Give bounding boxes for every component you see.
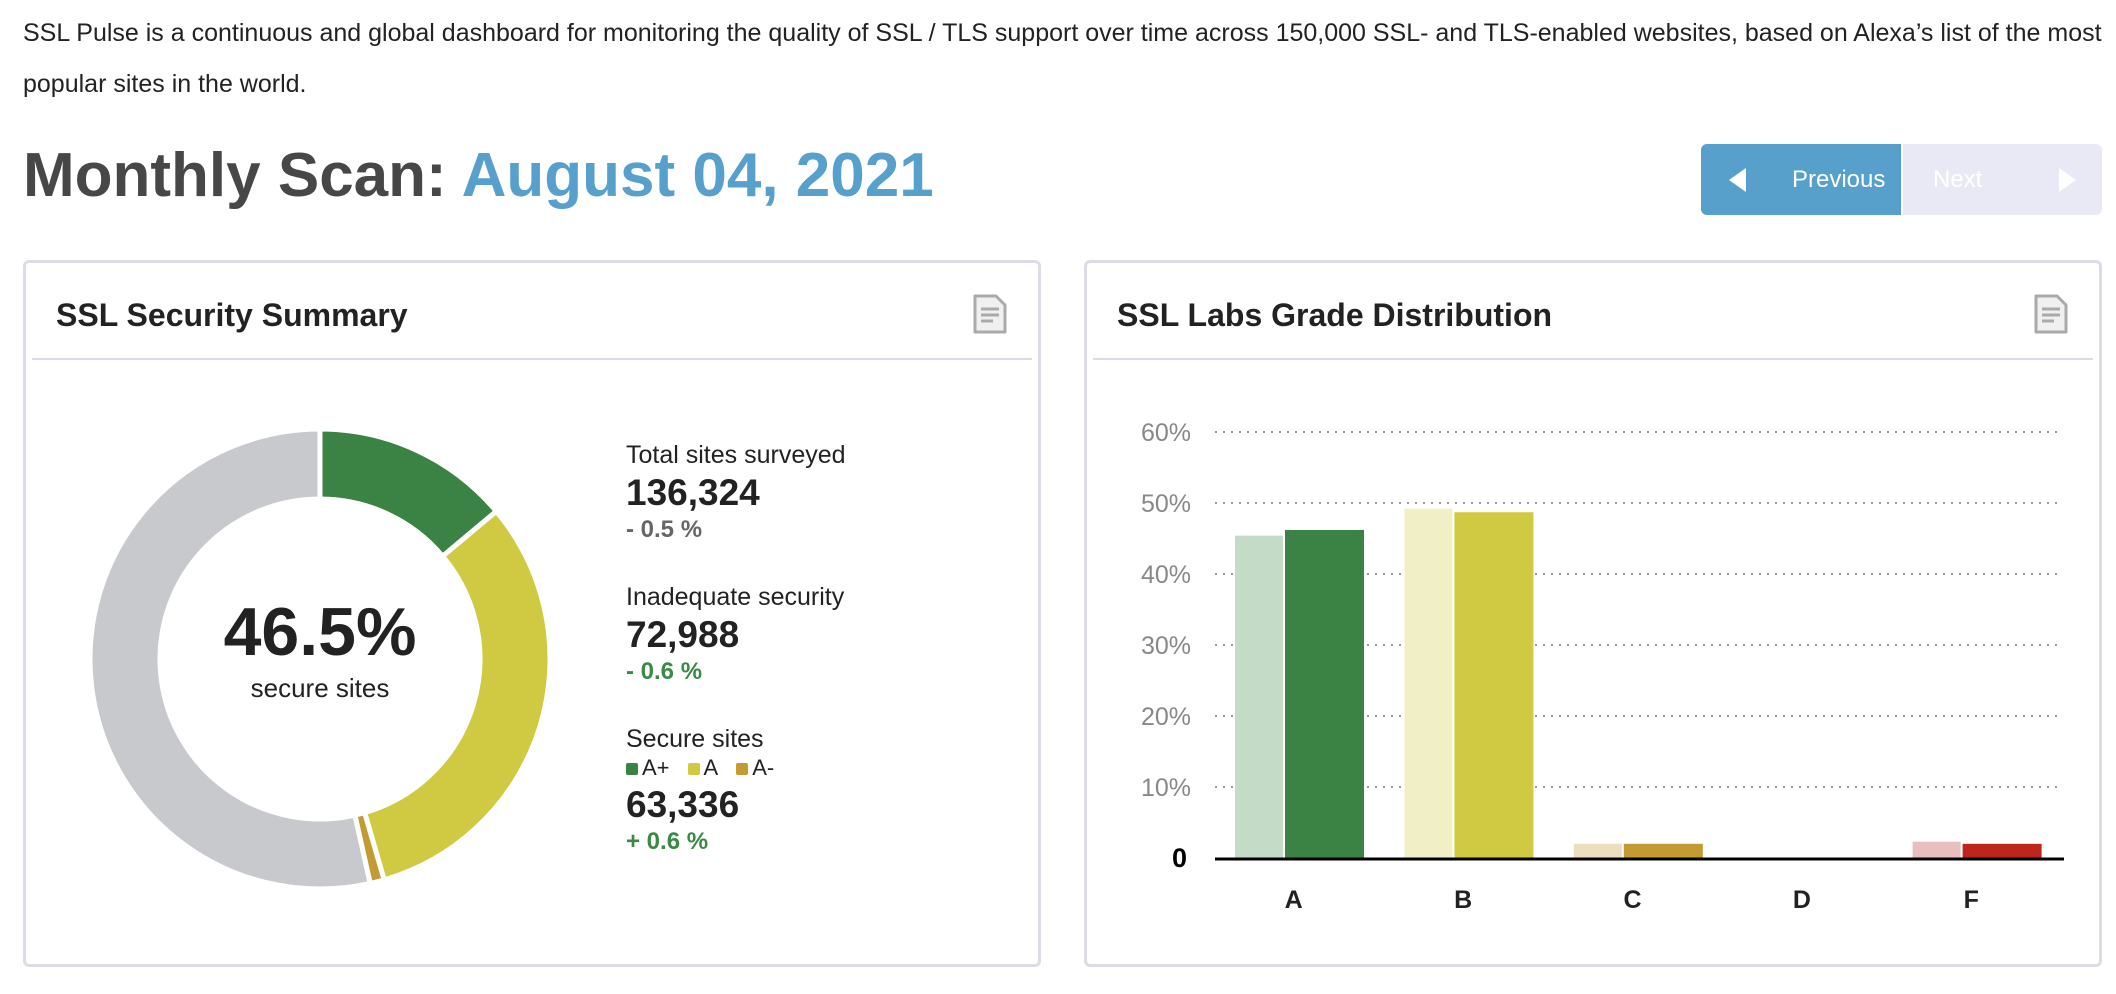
bar-current-F[interactable]: [1962, 843, 2042, 858]
stat-total: Total sites surveyed 136,324 - 0.5 %: [626, 440, 846, 544]
bar-previous-A[interactable]: [1235, 535, 1283, 858]
x-tick-label: D: [1793, 886, 1811, 914]
stat-change: - 0.6 %: [626, 658, 703, 685]
secure-sites-donut: [87, 426, 553, 892]
grade-distribution-panel: SSL Labs Grade Distribution 0 10% 20% 30% 40…: [1084, 260, 2102, 967]
secure-percentage: 46.5%: [223, 594, 417, 670]
x-tick-label: B: [1454, 886, 1472, 914]
panel-divider: [1093, 358, 2093, 360]
y-tick-label: 0: [1172, 843, 1187, 873]
y-tick-label: 40%: [1141, 561, 1191, 589]
ssl-security-summary-panel: SSL Security Summary 46.5% secure sites …: [23, 260, 1041, 967]
y-tick-label: 10%: [1141, 774, 1191, 802]
document-icon[interactable]: [972, 293, 1008, 335]
donut-slice-a[interactable]: [361, 507, 553, 883]
legend-a-minus: A-: [736, 754, 774, 782]
x-tick-label: F: [1964, 886, 1979, 914]
legend-a-plus: A+: [626, 754, 670, 782]
stat-label: Inadequate security: [626, 583, 845, 611]
scan-date: August 04, 2021: [461, 141, 934, 210]
grade-legend: A+ A A-: [626, 754, 846, 782]
grade-bar-chart: 0 10% 20% 30% 40% 50% 60% A B C D F: [1141, 419, 2064, 914]
intro-text: SSL Pulse is a continuous and global das…: [23, 19, 2102, 98]
donut-slice-inadequate-security[interactable]: [87, 426, 374, 892]
next-label: Next: [1933, 165, 1983, 193]
scan-pager: Previous Next: [1701, 144, 2102, 215]
previous-button[interactable]: Previous: [1701, 144, 1901, 215]
bar-previous-B[interactable]: [1404, 508, 1453, 858]
stat-label: Secure sites: [626, 725, 764, 753]
stat-value: 136,324: [626, 472, 760, 513]
next-button[interactable]: Next: [1903, 144, 2102, 215]
bar-previous-F[interactable]: [1912, 841, 1961, 858]
bar-current-C[interactable]: [1623, 843, 1703, 858]
page-title: Monthly Scan: August 04, 2021: [23, 140, 934, 211]
x-tick-label: C: [1623, 886, 1641, 914]
stat-inadequate: Inadequate security 72,988 - 0.6 %: [626, 582, 846, 686]
bar-previous-C[interactable]: [1573, 843, 1622, 858]
panel-title: SSL Security Summary: [56, 297, 408, 333]
triangle-right-icon: [2059, 167, 2076, 192]
document-icon[interactable]: [2033, 293, 2069, 335]
secure-label: secure sites: [250, 673, 390, 703]
stat-change: + 0.6 %: [626, 828, 709, 855]
stat-value: 63,336: [626, 784, 740, 825]
triangle-left-icon: [1729, 167, 1746, 192]
stat-change: - 0.5 %: [626, 516, 703, 543]
bar-current-A[interactable]: [1285, 529, 1364, 858]
x-tick-label: A: [1285, 886, 1303, 914]
panel-divider: [32, 358, 1032, 360]
stats-list: Total sites surveyed 136,324 - 0.5 % Ina…: [626, 440, 846, 894]
y-tick-label: 30%: [1141, 632, 1191, 660]
y-tick-label: 50%: [1141, 490, 1191, 518]
stat-label: Total sites surveyed: [626, 441, 846, 469]
title-prefix: Monthly Scan:: [23, 141, 447, 210]
legend-a: A: [687, 754, 718, 782]
stat-value: 72,988: [626, 614, 740, 655]
y-tick-label: 60%: [1141, 419, 1191, 447]
panel-title: SSL Labs Grade Distribution: [1117, 297, 1553, 333]
y-tick-label: 20%: [1141, 703, 1191, 731]
bar-current-B[interactable]: [1454, 512, 1534, 858]
previous-label: Previous: [1792, 165, 1886, 193]
stat-secure: Secure sites A+ A A- 63,336 + 0.6 %: [626, 724, 846, 856]
